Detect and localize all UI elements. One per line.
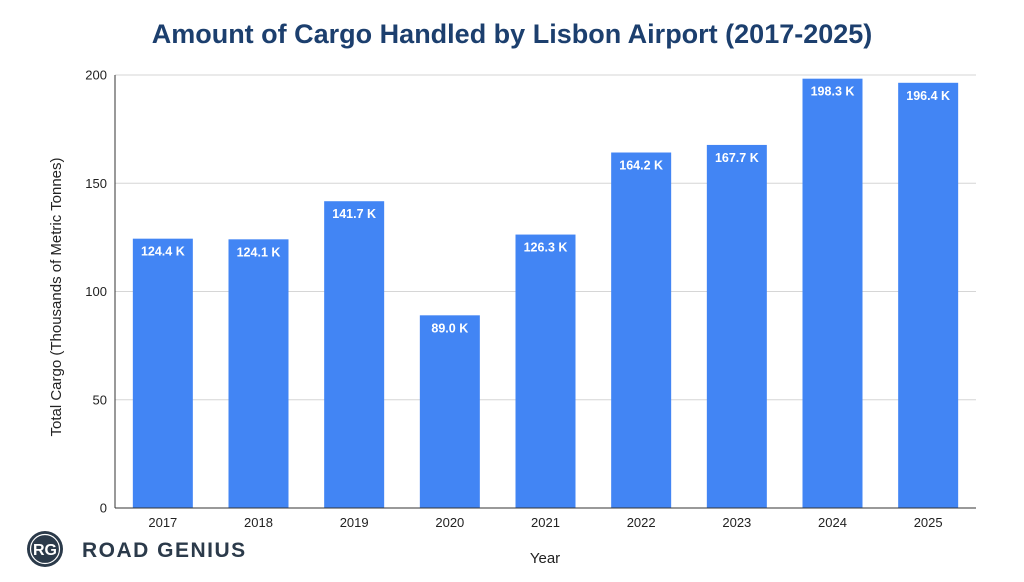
data-label-2017: 124.4 K: [141, 245, 185, 259]
y-tick-label: 50: [93, 392, 107, 407]
data-label-2018: 124.1 K: [237, 245, 281, 259]
bar-2019: [324, 201, 385, 509]
data-labels: 124.4 K 124.1 K 141.7 K 89.0 K 126.3 K 164.2 …: [141, 85, 950, 336]
bars: [132, 78, 959, 509]
bar-2021: [515, 234, 576, 509]
bar-2018: [228, 239, 289, 509]
data-label-2023: 167.7 K: [715, 151, 759, 165]
y-axis-title: Total Cargo (Thousands of Metric Tonnes): [48, 157, 65, 436]
y-axis-ticks: 0 50 100 150 200: [85, 68, 107, 516]
y-tick-label: 150: [85, 176, 107, 191]
x-tick-label: 2018: [244, 515, 273, 530]
x-tick-label: 2021: [531, 515, 560, 530]
data-label-2020: 89.0 K: [431, 321, 468, 335]
y-tick-label: 0: [100, 501, 107, 516]
logo-monogram: RG: [33, 542, 57, 559]
data-label-2024: 198.3 K: [811, 85, 855, 99]
bar-2023: [706, 144, 767, 508]
data-label-2025: 196.4 K: [906, 89, 950, 103]
x-tick-label: 2023: [722, 515, 751, 530]
chart-title: Amount of Cargo Handled by Lisbon Airpor…: [152, 19, 873, 49]
logo-badge-ring: [29, 533, 61, 565]
x-tick-label: 2022: [627, 515, 656, 530]
x-tick-label: 2025: [914, 515, 943, 530]
bar-2025: [898, 82, 959, 508]
x-tick-label: 2020: [435, 515, 464, 530]
logo-wordmark: ROAD GENIUS: [82, 539, 247, 562]
bar-2024: [802, 78, 863, 509]
bar-2022: [611, 152, 672, 508]
y-tick-label: 100: [85, 284, 107, 299]
x-tick-label: 2019: [340, 515, 369, 530]
x-tick-label: 2024: [818, 515, 847, 530]
data-label-2021: 126.3 K: [524, 241, 568, 255]
x-axis-ticks: 2017 2018 2019 2020 2021 2022 2023 2024 2025: [148, 515, 942, 530]
x-axis-title: Year: [530, 550, 560, 567]
logo-badge: [27, 531, 63, 567]
y-tick-label: 200: [85, 68, 107, 83]
x-tick-label: 2017: [148, 515, 177, 530]
bar-2017: [132, 238, 193, 508]
road-genius-logo: RG ROAD GENIUS: [27, 531, 247, 567]
data-label-2019: 141.7 K: [332, 207, 376, 221]
bar-2020: [419, 315, 480, 508]
data-label-2022: 164.2 K: [619, 159, 663, 173]
